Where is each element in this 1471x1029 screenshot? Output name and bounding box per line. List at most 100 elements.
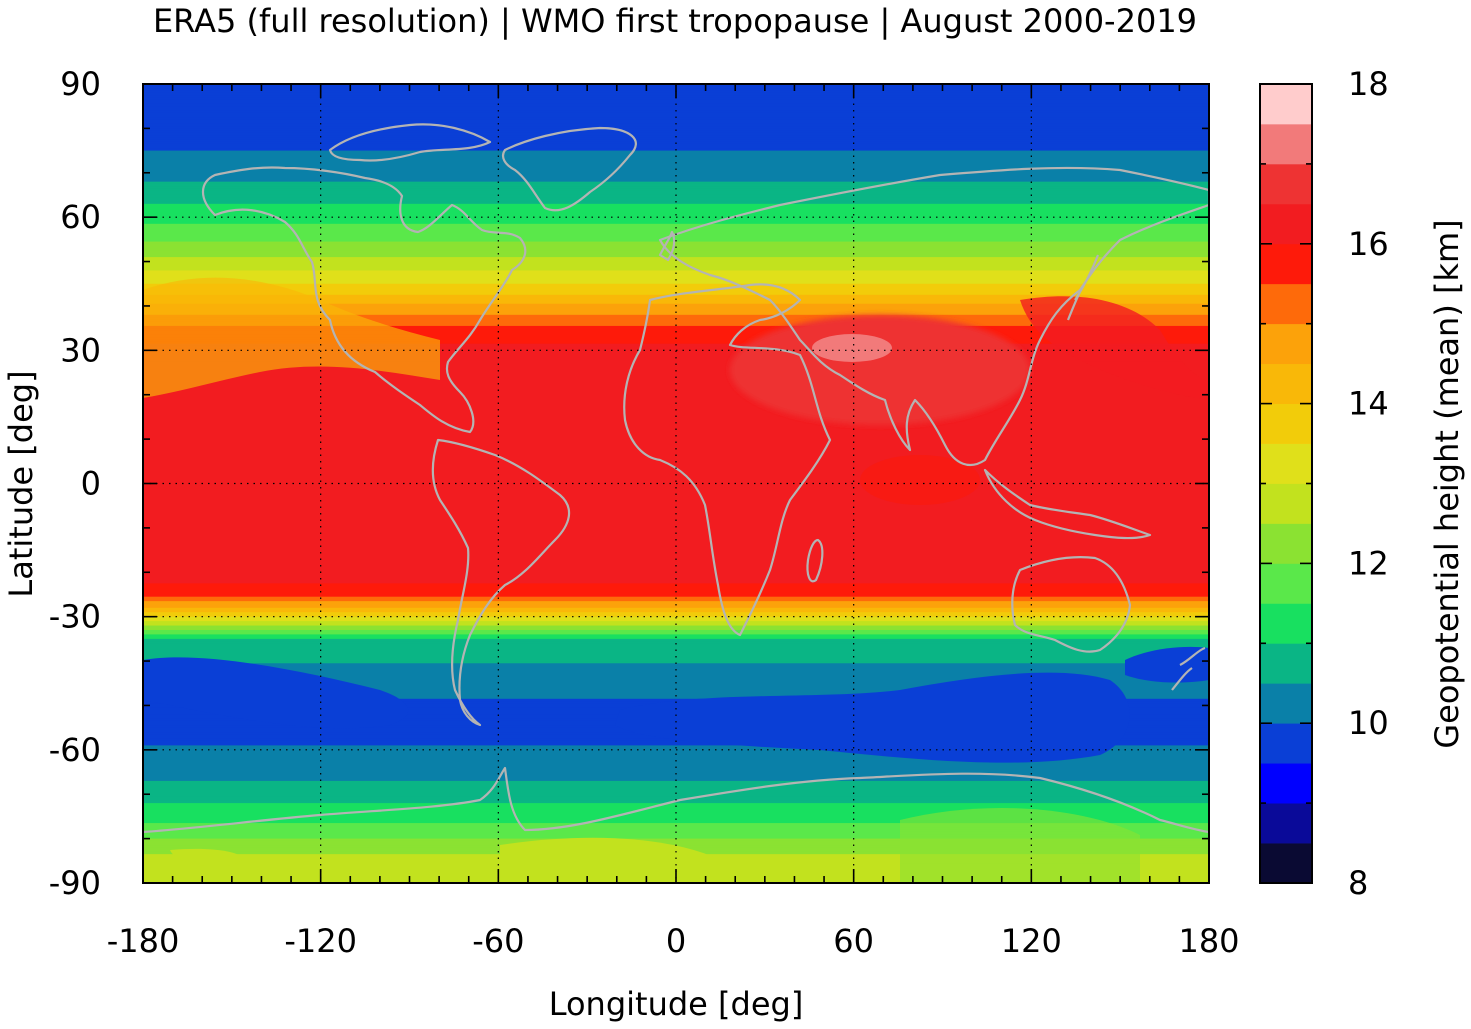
latitude-band	[143, 274, 1209, 278]
latitude-band	[143, 132, 1209, 136]
latitude-band	[143, 143, 1209, 147]
x-axis-label: Longitude [deg]	[549, 985, 804, 1023]
latitude-band	[143, 461, 1209, 465]
latitude-band	[143, 816, 1209, 820]
latitude-band	[143, 430, 1209, 434]
latitude-band	[143, 463, 1209, 467]
y-tick-labels: 90 60 30 0 -30 -60 -90	[49, 65, 101, 902]
latitude-band	[143, 756, 1209, 760]
latitude-band	[143, 840, 1209, 844]
latitude-band	[143, 474, 1209, 478]
latitude-band	[143, 99, 1209, 103]
colorbar-levels	[1260, 84, 1312, 884]
y-tick-label: 0	[81, 465, 101, 503]
latitude-band	[143, 696, 1209, 700]
y-tick-label: -60	[49, 731, 101, 769]
latitude-band	[143, 328, 1209, 331]
latitude-band	[143, 669, 1209, 673]
latitude-band	[143, 137, 1209, 141]
x-tick-label: 60	[833, 922, 874, 960]
latitude-band	[143, 341, 1209, 345]
latitude-band	[143, 838, 1209, 842]
latitude-band	[143, 789, 1209, 793]
latitude-band	[143, 483, 1209, 487]
latitude-band	[143, 352, 1209, 356]
latitude-band	[143, 800, 1209, 804]
latitude-band	[143, 130, 1209, 134]
latitude-band	[143, 814, 1209, 818]
latitude-band	[143, 563, 1209, 567]
axis-ticks	[142, 83, 1210, 884]
latitude-band	[143, 103, 1209, 107]
latitude-band	[143, 645, 1209, 649]
latitude-band	[143, 443, 1209, 447]
latitude-band	[143, 379, 1209, 383]
colorbar-level	[1260, 803, 1312, 844]
latitude-band	[143, 248, 1209, 252]
latitude-band	[143, 390, 1209, 394]
latitude-band	[143, 139, 1209, 143]
latitude-band	[143, 376, 1209, 380]
latitude-band	[143, 829, 1209, 833]
latitude-band	[143, 796, 1209, 800]
latitude-band	[143, 494, 1209, 498]
latitude-band	[143, 339, 1209, 343]
latitude-band	[143, 647, 1209, 651]
colorbar-level	[1260, 483, 1312, 524]
latitude-band	[143, 760, 1209, 764]
latitude-band	[143, 110, 1209, 114]
latitude-band	[143, 698, 1209, 702]
latitude-band	[143, 228, 1209, 232]
latitude-band	[143, 359, 1209, 363]
x-tick-label: -120	[284, 922, 357, 960]
latitude-band	[143, 738, 1209, 742]
eurasia-coastline	[658, 166, 1209, 467]
tasman-sea-low	[1125, 646, 1209, 683]
latitude-band	[143, 550, 1209, 553]
latitude-band	[143, 199, 1209, 203]
latitude-band	[143, 776, 1209, 780]
latitude-band	[143, 163, 1209, 167]
latitude-band	[143, 534, 1209, 538]
latitude-band	[143, 181, 1209, 185]
latitude-band	[143, 820, 1209, 824]
x-tick-labels: -180 -120 -60 0 60 120 180	[107, 922, 1240, 960]
latitude-band	[143, 803, 1209, 806]
latitude-band	[143, 572, 1209, 576]
latitude-band	[143, 332, 1209, 336]
latitude-band	[143, 108, 1209, 112]
latitude-band	[143, 545, 1209, 549]
latitude-band	[143, 388, 1209, 391]
indian-ocean-anomaly	[860, 455, 980, 505]
latitude-band	[143, 146, 1209, 149]
x-tick-label: -180	[107, 922, 180, 960]
colorbar-level	[1260, 243, 1312, 285]
colorbar-level	[1260, 163, 1312, 205]
latitude-band	[143, 250, 1209, 254]
latitude-band	[143, 305, 1209, 309]
latitude-band	[143, 117, 1209, 121]
latitude-band	[143, 685, 1209, 689]
latitude-band	[143, 290, 1209, 294]
colorbar-level	[1260, 283, 1312, 325]
colorbar-level	[1260, 363, 1312, 404]
latitude-band	[143, 656, 1209, 660]
latitude-band	[143, 454, 1209, 458]
colorbar-tick-label: 8	[1348, 864, 1368, 902]
latitude-band	[143, 374, 1209, 378]
latitude-band	[143, 780, 1209, 784]
latitude-band	[143, 456, 1209, 460]
latitude-band	[143, 672, 1209, 675]
asian-monsoon-anticyclone-outer	[730, 315, 1030, 425]
latitude-band	[143, 230, 1209, 234]
latitude-band	[143, 507, 1209, 511]
latitude-band	[143, 308, 1209, 311]
latitude-band	[143, 516, 1209, 520]
latitude-band	[143, 794, 1209, 798]
colorbar: 18 16 14 12 10 8	[1259, 65, 1389, 902]
north-america-coastline	[201, 166, 527, 434]
antarctic-interior	[170, 848, 242, 866]
latitude-band	[143, 627, 1209, 631]
latitude-band	[143, 536, 1209, 540]
